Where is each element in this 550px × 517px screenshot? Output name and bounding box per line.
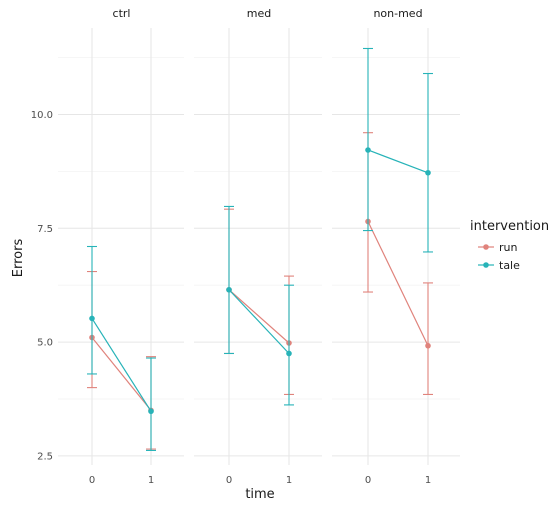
data-point xyxy=(226,286,232,293)
legend-key-point xyxy=(483,244,489,250)
series-layer xyxy=(87,47,433,451)
legend: intervention run tale xyxy=(470,219,549,272)
chart-panels: ctrl 0 1 med 0 1 non-med 0 1 xyxy=(58,7,460,486)
x-tick-label: 1 xyxy=(286,475,292,486)
y-tick-label: 10.0 xyxy=(31,110,53,121)
legend-item-run: run xyxy=(478,241,517,254)
legend-key-point xyxy=(483,262,489,268)
series-run xyxy=(87,132,433,450)
data-point xyxy=(425,169,431,176)
series-line xyxy=(228,289,290,354)
x-axis-title: time xyxy=(245,487,274,502)
legend-title: intervention xyxy=(470,219,549,234)
x-tick-label: 0 xyxy=(226,475,232,486)
x-tick-label: 0 xyxy=(89,475,95,486)
x-tick-label: 0 xyxy=(365,475,371,486)
facet-label: non-med xyxy=(373,7,422,20)
y-tick-label: 7.5 xyxy=(37,224,53,235)
series-line xyxy=(228,289,290,344)
data-point xyxy=(89,315,95,322)
x-tick-label: 1 xyxy=(425,475,431,486)
data-point xyxy=(286,350,292,357)
facet-panel-non-med: non-med 0 1 xyxy=(332,7,460,486)
series-line xyxy=(367,221,429,346)
series-line xyxy=(367,149,429,174)
y-axis: 2.5 5.0 7.5 10.0 xyxy=(31,110,53,462)
y-axis-title: Errors xyxy=(11,239,26,278)
series-tale xyxy=(87,47,433,451)
series-line xyxy=(91,318,152,412)
x-tick-label: 1 xyxy=(148,475,154,486)
facet-panel-med: med 0 1 xyxy=(194,7,322,486)
facet-label: ctrl xyxy=(113,7,131,20)
legend-item-tale: tale xyxy=(478,259,520,272)
y-tick-label: 2.5 xyxy=(37,451,53,462)
facet-label: med xyxy=(247,7,271,20)
data-point xyxy=(365,147,371,153)
facet-panel-ctrl: ctrl 0 1 xyxy=(58,7,184,486)
legend-label: tale xyxy=(499,259,520,272)
data-point xyxy=(425,342,431,349)
series-line xyxy=(91,337,152,411)
legend-label: run xyxy=(499,241,517,254)
data-point xyxy=(148,408,154,415)
y-tick-label: 5.0 xyxy=(37,338,53,349)
